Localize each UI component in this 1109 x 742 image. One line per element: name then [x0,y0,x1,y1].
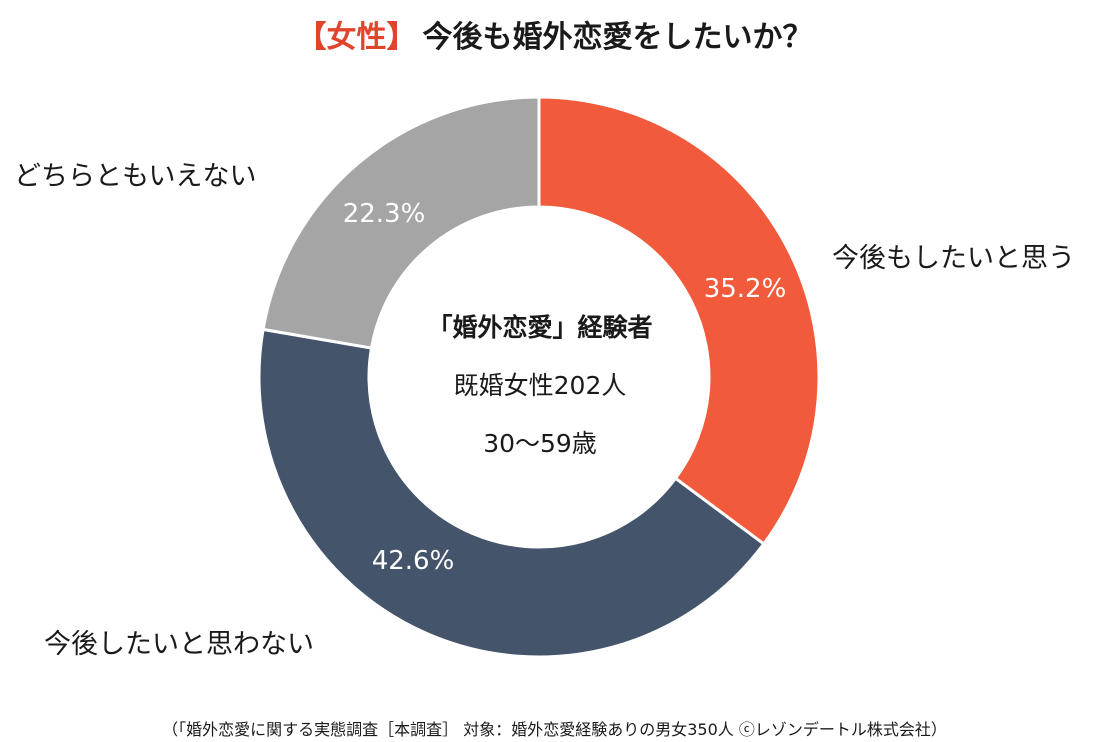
slice-value-labels: 35.2% 42.6% 22.3% [343,199,787,576]
center-label-sample: 既婚女性202人 [453,371,627,400]
source-footnote: （「婚外恋愛に関する実態調査［本調査］ 対象：婚外恋愛経験ありの男女350人 ⓒ… [162,720,947,739]
donut-slice-1 [257,327,766,659]
slice-value-label-2: 22.3% [343,199,426,229]
center-label-group: 「婚外恋愛」経験者 [427,313,653,342]
slice-value-label-0: 35.2% [704,274,787,304]
center-label-age-range: 30～59歳 [483,429,597,458]
slice-value-label-1: 42.6% [372,546,455,576]
chart-title: 【女性】 今後も婚外恋愛をしたいか？ [0,12,1109,56]
category-label-2: どちらともいえない [14,161,256,192]
donut-slice-0 [537,95,821,547]
category-label-1: 今後したいと思わない [44,629,314,660]
category-label-0: 今後もしたいと思う [832,243,1075,274]
donut-slice-2 [261,95,541,350]
chart-title-main: 今後も婚外恋愛をしたいか？ [422,20,813,55]
donut-slices [257,95,821,659]
category-labels: 今後もしたいと思う 今後したいと思わない どちらともいえない [14,161,1075,660]
chart-title-tag: 【女性】 [296,20,417,55]
